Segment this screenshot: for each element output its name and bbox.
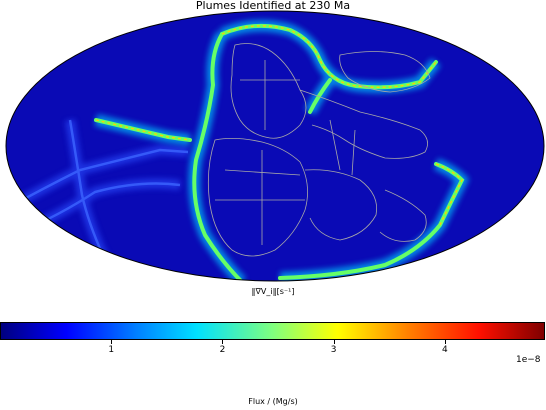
plume-core: [95, 25, 463, 226]
chart-title: Plumes Identified at 230 Ma: [195, 0, 351, 12]
map-edge: [5, 10, 545, 282]
colorbar-tick: [444, 340, 446, 344]
colorbar-tick-label: 1: [108, 345, 115, 355]
colorbar-tick-label: 4: [442, 345, 448, 355]
colorbar-label: Flux / (Mg/s): [248, 397, 298, 406]
coastlines: [207, 43, 431, 257]
mollweide-map: [5, 10, 545, 282]
colorbar-tick-label: 3: [330, 345, 337, 355]
colorbar: [0, 322, 545, 340]
colorbar-tick: [333, 340, 335, 344]
colorbar-tick: [111, 340, 113, 344]
map-label: ‖∇V_i‖[s⁻¹]: [251, 287, 295, 296]
colorbar-tick: [222, 340, 224, 344]
colorbar-tick-label: 2: [219, 345, 226, 355]
colorbar-exponent: 1e−8: [516, 355, 541, 365]
